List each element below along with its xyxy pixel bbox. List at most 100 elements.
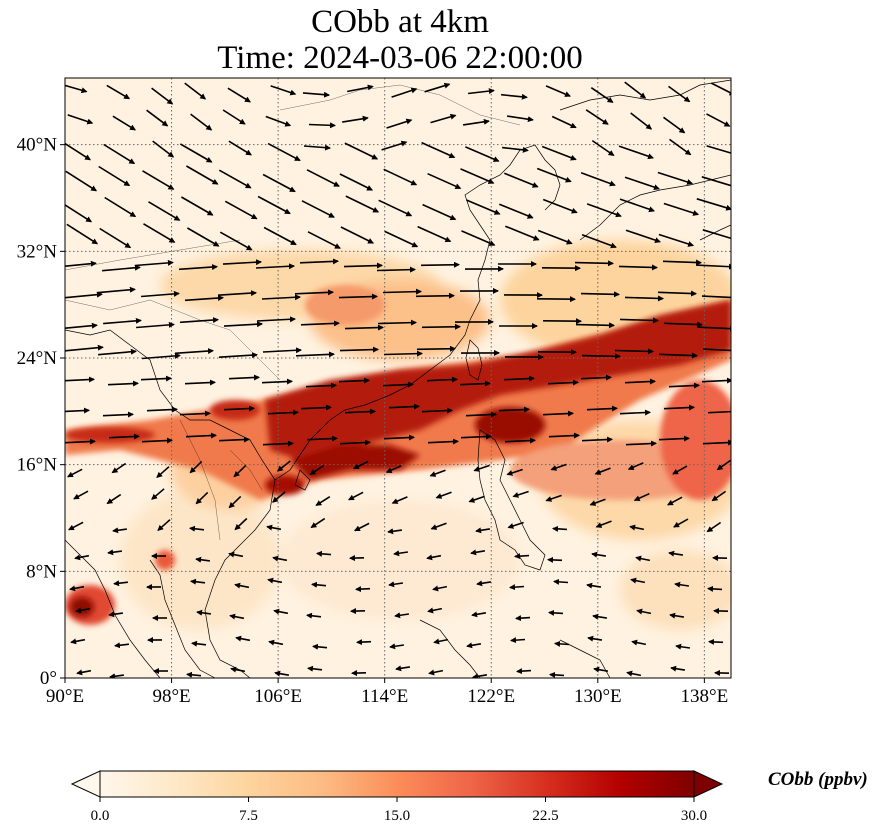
wind-arrow <box>504 225 540 241</box>
wind-arrow <box>430 522 447 530</box>
wind-arrow <box>591 551 607 558</box>
wind-arrow <box>143 223 176 243</box>
wind-arrow <box>590 87 614 103</box>
wind-arrow <box>97 286 136 294</box>
wind-arrow <box>624 81 647 99</box>
wind-arrow <box>459 380 491 387</box>
wind-arrow <box>267 142 301 162</box>
wind-arrow <box>274 670 290 677</box>
wind-arrow <box>391 496 408 504</box>
wind-arrow <box>301 200 335 218</box>
wind-arrow <box>711 490 727 502</box>
wind-arrow <box>388 403 420 410</box>
wind-arrow <box>473 464 490 472</box>
wind-arrow <box>146 109 169 127</box>
wind-arrow <box>382 288 422 295</box>
wind-arrow <box>344 324 384 331</box>
wind-arrow <box>389 643 405 650</box>
wind-arrow <box>300 320 340 327</box>
wind-arrow <box>589 498 606 506</box>
wind-arrow <box>312 643 328 650</box>
wind-arrow <box>265 115 292 127</box>
wind-arrow <box>257 195 291 215</box>
wind-arrow <box>706 113 731 127</box>
wind-arrow <box>618 145 654 160</box>
wind-arrow <box>614 348 654 355</box>
wind-arrow <box>545 85 571 97</box>
wind-arrow <box>186 165 219 185</box>
wind-arrow <box>663 116 686 134</box>
plot-area <box>65 78 731 678</box>
wind-arrow <box>581 353 621 360</box>
wind-arrow <box>156 466 170 478</box>
wind-arrow <box>233 464 247 478</box>
colorbar-gradient <box>99 770 695 798</box>
wind-arrow <box>148 201 181 221</box>
wind-arrow <box>595 520 612 528</box>
wind-arrow <box>548 432 580 439</box>
wind-arrow <box>668 550 684 557</box>
wind-arrow <box>179 317 219 324</box>
colorbar-label: CObb (ppbv) <box>768 769 868 790</box>
wind-arrow <box>498 203 534 219</box>
wind-arrow <box>506 115 534 123</box>
wind-arrow <box>218 436 250 443</box>
tick-label-lon: 98°E <box>152 686 190 707</box>
wind-arrow <box>103 317 142 325</box>
wind-arrow <box>152 140 175 158</box>
wind-arrow <box>427 172 462 190</box>
wind-arrow <box>395 665 411 672</box>
wind-arrow <box>113 580 128 587</box>
wind-arrow <box>675 643 691 650</box>
wind-arrow <box>383 434 415 441</box>
wind-arrow <box>674 581 690 588</box>
wind-arrow <box>234 517 248 531</box>
wind-arrow <box>716 459 731 471</box>
wind-arrow <box>65 260 97 267</box>
wind-arrow <box>701 377 731 384</box>
wind-arrow <box>466 642 482 649</box>
wind-arrow <box>308 122 336 129</box>
wind-arrow <box>68 521 84 531</box>
wind-arrow <box>426 376 458 383</box>
wind-arrow <box>263 226 297 246</box>
wind-arrow <box>185 432 217 439</box>
wind-arrow <box>626 670 642 677</box>
wind-arrow <box>630 112 653 130</box>
wind-arrow <box>142 170 175 190</box>
wind-arrow <box>141 290 180 298</box>
wind-arrow <box>624 378 656 385</box>
wind-arrow <box>460 433 492 440</box>
wind-arrow <box>295 351 335 358</box>
wind-arrow <box>65 291 103 299</box>
wind-arrow <box>509 584 525 591</box>
wind-arrow <box>502 146 529 153</box>
wind-arrow <box>303 144 331 151</box>
wind-arrow <box>707 585 723 592</box>
wind-arrow <box>338 293 378 300</box>
wind-arrow <box>195 491 209 505</box>
wind-arrow <box>67 468 83 478</box>
tick-label-lon: 106°E <box>254 686 302 707</box>
wind-arrow <box>580 172 616 187</box>
wind-arrow <box>548 609 564 616</box>
wind-arrow <box>471 611 487 618</box>
wind-arrow <box>580 291 620 298</box>
wind-arrow <box>98 348 137 356</box>
wind-arrow <box>339 439 371 446</box>
wind-arrow <box>310 517 326 529</box>
wind-arrow <box>594 467 611 475</box>
wind-arrow <box>695 263 731 270</box>
wind-arrow <box>112 527 128 534</box>
colorbar-tick-label: 22.5 <box>532 808 558 824</box>
wind-arrow <box>536 167 572 183</box>
wind-arrow <box>229 613 245 620</box>
plot-frame <box>64 77 732 679</box>
wind-arrow <box>142 352 181 360</box>
wind-arrow <box>356 639 372 646</box>
wind-arrow <box>184 379 216 386</box>
wind-arrow <box>384 230 419 248</box>
wind-arrow <box>300 404 332 411</box>
wind-arrow <box>74 554 90 561</box>
wind-arrow <box>222 109 246 125</box>
